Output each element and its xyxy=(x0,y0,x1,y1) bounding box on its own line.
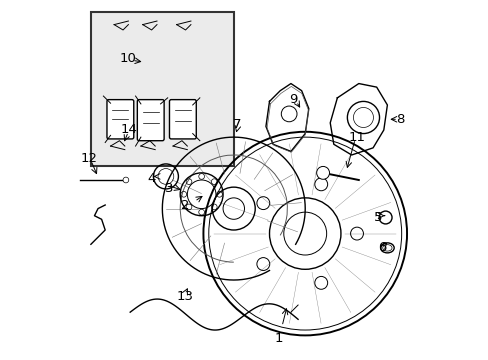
Text: 6: 6 xyxy=(377,241,386,255)
FancyBboxPatch shape xyxy=(137,100,164,141)
Text: 9: 9 xyxy=(289,93,297,106)
Circle shape xyxy=(316,166,329,179)
Text: 10: 10 xyxy=(120,52,137,65)
Bar xyxy=(91,12,233,166)
Text: 14: 14 xyxy=(121,123,138,136)
Text: 11: 11 xyxy=(348,131,365,144)
Text: 4: 4 xyxy=(147,172,156,185)
Circle shape xyxy=(123,177,128,183)
Text: 12: 12 xyxy=(81,152,98,165)
Text: 2: 2 xyxy=(181,198,189,212)
Text: 13: 13 xyxy=(177,289,194,303)
FancyBboxPatch shape xyxy=(107,100,134,139)
FancyBboxPatch shape xyxy=(169,100,196,139)
Text: 1: 1 xyxy=(274,333,282,346)
Text: 7: 7 xyxy=(233,118,241,131)
Text: 3: 3 xyxy=(165,183,173,195)
Text: 8: 8 xyxy=(395,113,403,126)
Text: 5: 5 xyxy=(373,211,382,224)
